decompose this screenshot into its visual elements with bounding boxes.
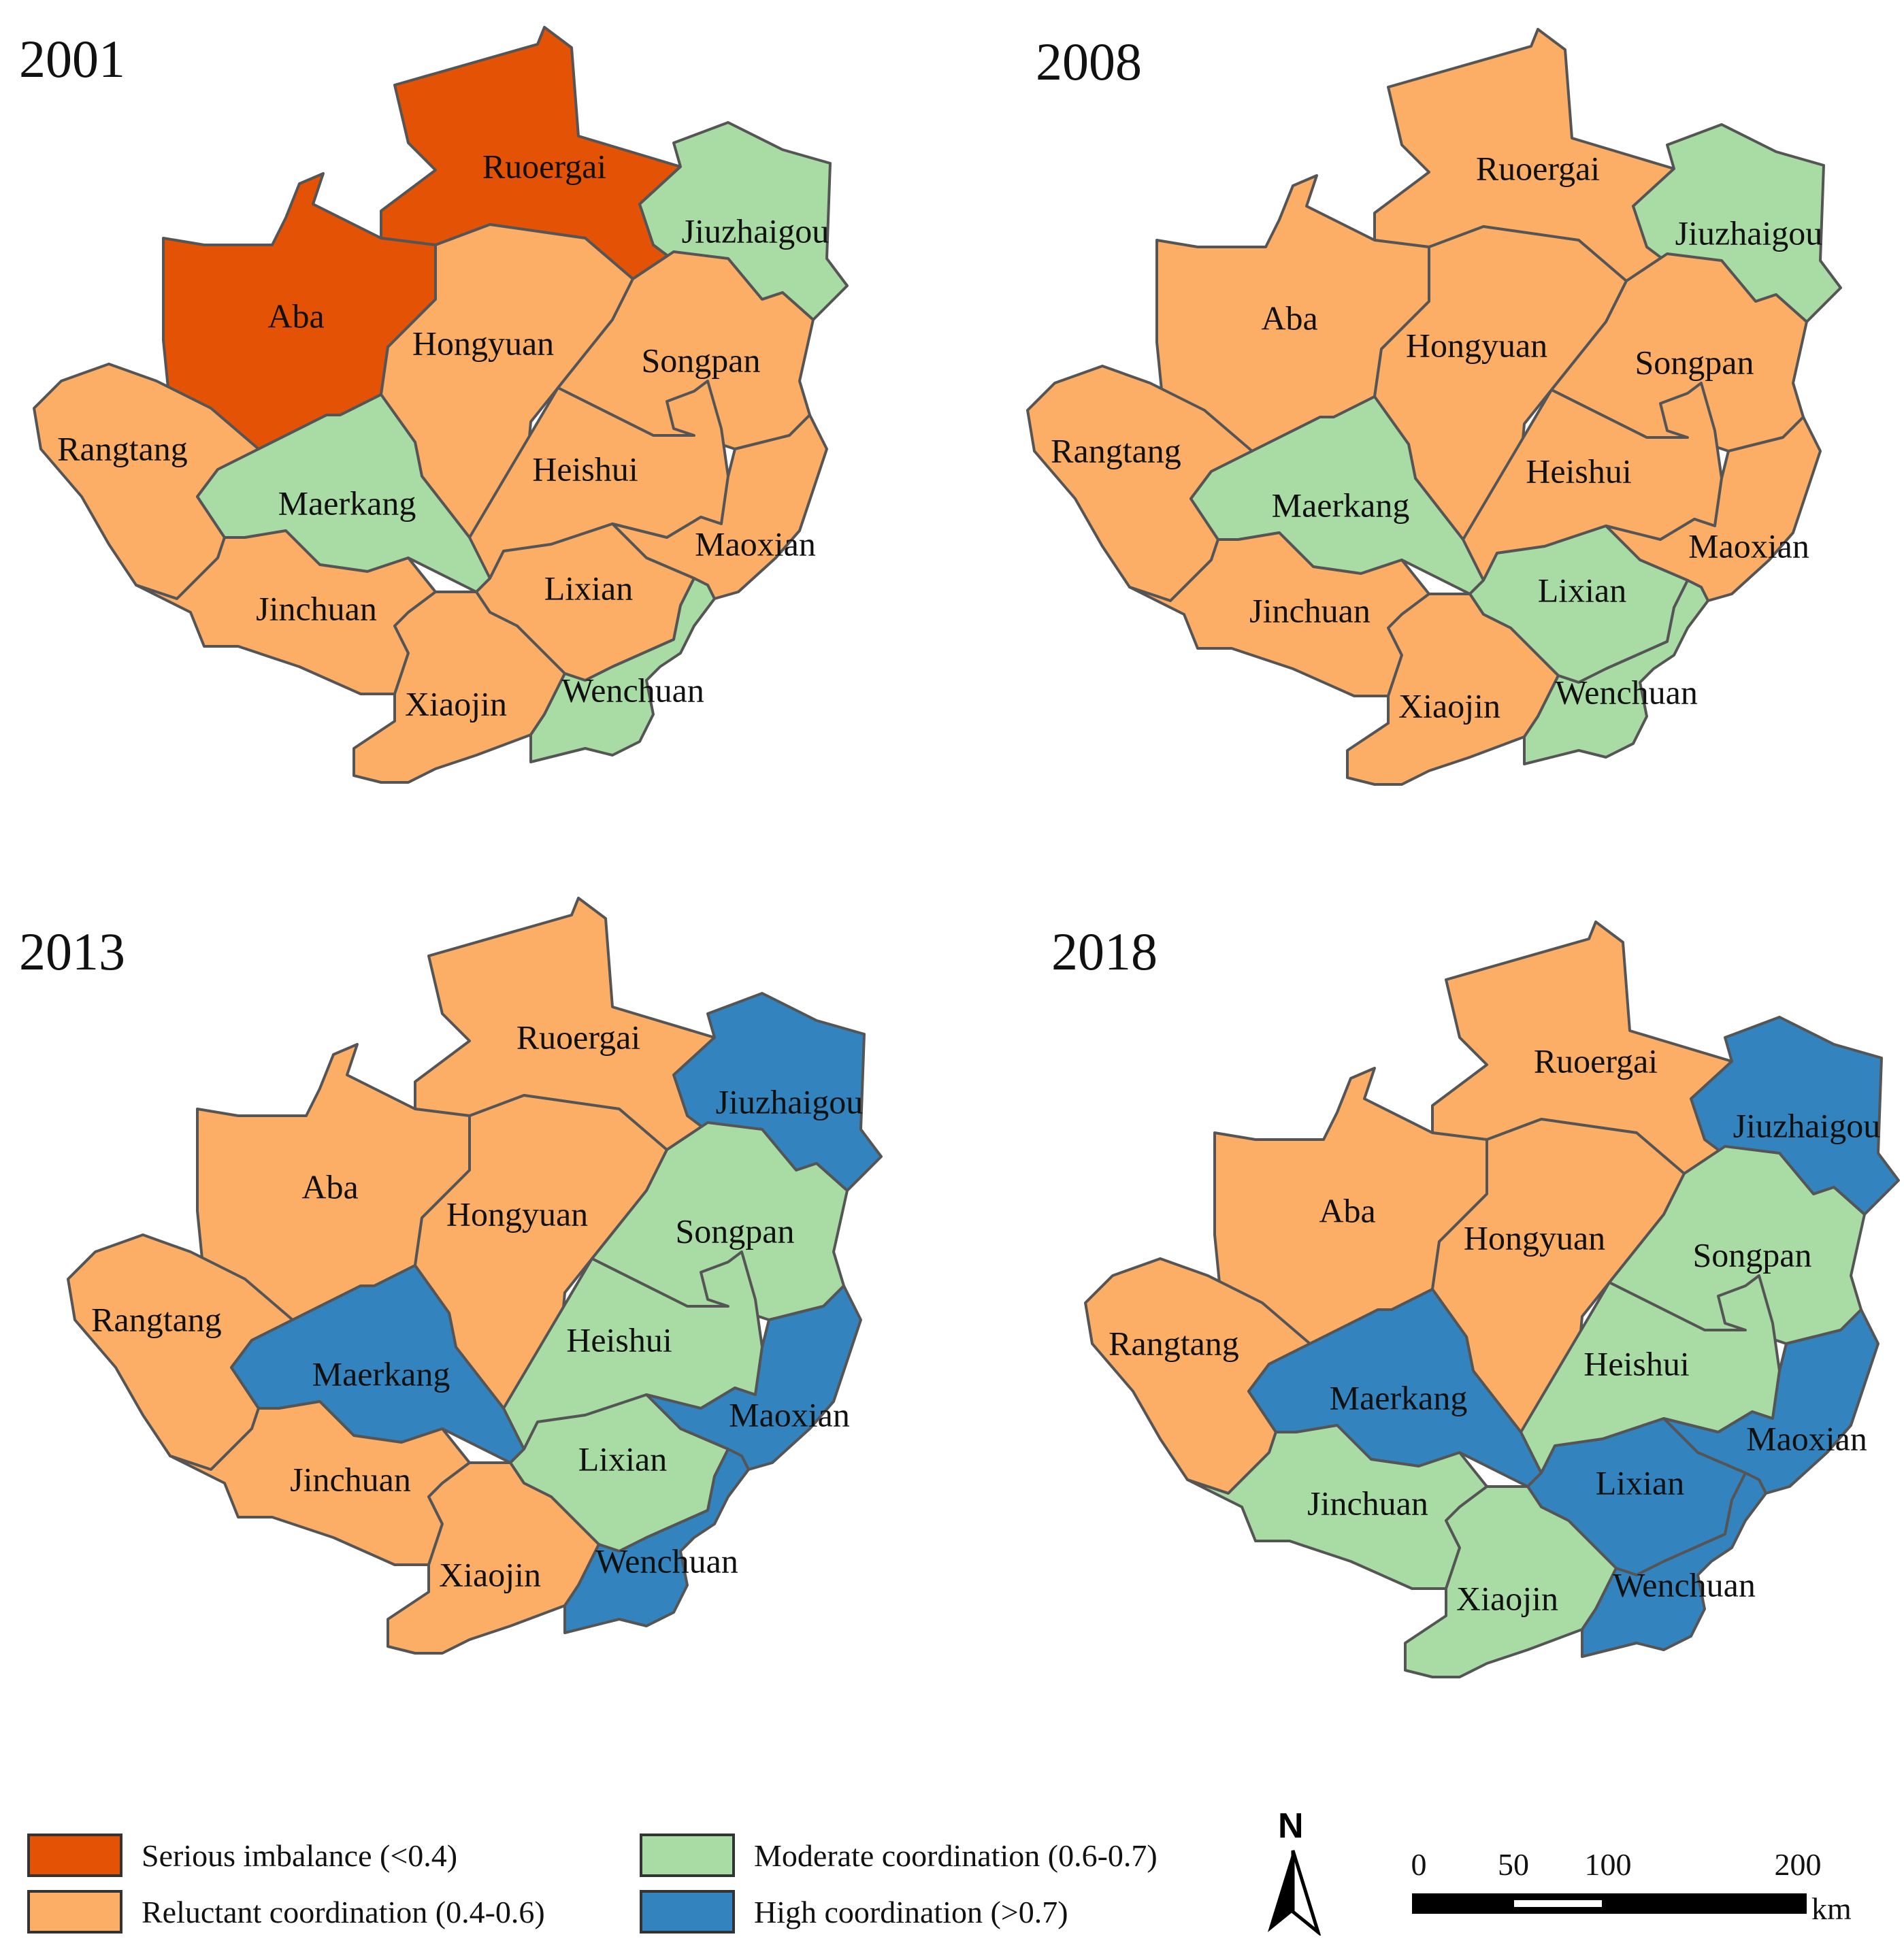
county-label-hongyuan-2008: Hongyuan [1406, 326, 1547, 364]
scale-tick-0: 0 [1411, 1847, 1427, 1882]
county-label-maerkang-2008: Maerkang [1272, 486, 1410, 524]
legend-label-reluctant: Reluctant coordination (0.4-0.6) [142, 1894, 545, 1929]
legend-label-moderate: Moderate coordination (0.6-0.7) [754, 1838, 1158, 1873]
county-label-heishui-2001: Heishui [532, 450, 638, 488]
county-label-aba-2008: Aba [1261, 299, 1317, 337]
county-label-heishui-2008: Heishui [1526, 452, 1632, 490]
map-panel-2013: Ruoergai Jiuzhaigou Aba Hongyuan Songpan Rang… [67, 897, 883, 1655]
legend-item-serious: Serious imbalance (<0.4) [27, 1834, 457, 1877]
county-label-songpan-2018: Songpan [1693, 1235, 1812, 1274]
map-panel-2018: Ruoergai Jiuzhaigou Aba Hongyuan Songpan Rang… [1084, 920, 1900, 1678]
county-label-lixian-2001: Lixian [544, 569, 634, 607]
county-label-hongyuan-2018: Hongyuan [1464, 1218, 1605, 1257]
county-label-rangtang-2001: Rangtang [57, 429, 188, 467]
north-arrow-icon [1268, 1850, 1322, 1936]
county-label-jiuzhaigou-2018: Jiuzhaigou [1733, 1106, 1881, 1144]
legend-label-high: High coordination (>0.7) [754, 1894, 1068, 1929]
county-label-maoxian-2018: Maoxian [1746, 1419, 1867, 1457]
county-label-ruoergai-2013: Ruoergai [516, 1018, 640, 1056]
county-label-jiuzhaigou-2013: Jiuzhaigou [716, 1082, 864, 1121]
scale-unit: km [1811, 1891, 1852, 1926]
county-label-maoxian-2013: Maoxian [729, 1395, 850, 1433]
legend-swatch-serious [27, 1834, 122, 1877]
county-label-maoxian-2001: Maoxian [695, 525, 816, 563]
legend-swatch-moderate [640, 1834, 735, 1877]
county-label-songpan-2001: Songpan [642, 341, 761, 379]
county-label-xiaojin-2018: Xiaojin [1456, 1579, 1558, 1617]
county-label-ruoergai-2001: Ruoergai [482, 147, 606, 185]
county-label-wenchuan-2013: Wenchuan [595, 1542, 738, 1580]
scale-tick-50: 50 [1498, 1847, 1529, 1882]
county-label-rangtang-2008: Rangtang [1051, 431, 1181, 469]
county-label-heishui-2013: Heishui [566, 1321, 672, 1359]
panel-year-2008: 2008 [1036, 32, 1142, 91]
legend-label-serious: Serious imbalance (<0.4) [142, 1838, 458, 1873]
map-panel-2008: Ruoergai Jiuzhaigou Aba Hongyuan Songpan Rang… [1026, 28, 1842, 786]
county-label-wenchuan-2001: Wenchuan [561, 671, 704, 709]
panel-year-2018: 2018 [1051, 922, 1158, 981]
county-label-jiuzhaigou-2001: Jiuzhaigou [682, 212, 830, 250]
county-label-rangtang-2018: Rangtang [1109, 1324, 1239, 1362]
county-label-hongyuan-2013: Hongyuan [446, 1195, 588, 1233]
county-label-xiaojin-2001: Xiaojin [405, 684, 507, 723]
county-label-jiuzhaigou-2008: Jiuzhaigou [1675, 214, 1823, 252]
county-label-jinchuan-2013: Jinchuan [290, 1460, 411, 1498]
county-label-xiaojin-2008: Xiaojin [1398, 686, 1500, 725]
county-label-maerkang-2013: Maerkang [312, 1355, 450, 1393]
county-label-aba-2018: Aba [1319, 1191, 1375, 1229]
county-label-lixian-2018: Lixian [1596, 1463, 1685, 1502]
county-label-maoxian-2008: Maoxian [1688, 527, 1809, 565]
scale-bar-graphic [1412, 1893, 1807, 1914]
county-label-aba-2001: Aba [267, 297, 324, 335]
county-label-heishui-2018: Heishui [1583, 1344, 1690, 1382]
county-label-ruoergai-2008: Ruoergai [1476, 149, 1600, 187]
north-arrow-label: N [1278, 1806, 1304, 1846]
county-label-wenchuan-2008: Wenchuan [1555, 673, 1698, 711]
county-label-ruoergai-2018: Ruoergai [1534, 1042, 1658, 1080]
county-label-songpan-2013: Songpan [676, 1212, 795, 1250]
panel-year-2013: 2013 [19, 922, 125, 981]
county-label-hongyuan-2001: Hongyuan [412, 324, 554, 362]
county-label-rangtang-2013: Rangtang [91, 1300, 222, 1338]
county-label-jinchuan-2018: Jinchuan [1307, 1484, 1428, 1522]
county-label-jinchuan-2008: Jinchuan [1249, 591, 1370, 629]
legend-item-reluctant: Reluctant coordination (0.4-0.6) [27, 1890, 545, 1934]
county-wenchuan-2013 [563, 1448, 750, 1634]
panel-year-2001: 2001 [19, 29, 125, 88]
scale-tick-200: 200 [1774, 1847, 1822, 1882]
legend-swatch-high [640, 1890, 735, 1934]
county-label-maerkang-2001: Maerkang [278, 484, 416, 522]
county-label-wenchuan-2018: Wenchuan [1613, 1565, 1756, 1604]
county-label-aba-2013: Aba [301, 1167, 358, 1206]
map-panel-2001: Ruoergai Jiuzhaigou Aba Hongyuan Songpan Rang… [33, 26, 849, 784]
county-label-maerkang-2018: Maerkang [1330, 1378, 1468, 1416]
county-label-xiaojin-2013: Xiaojin [439, 1555, 541, 1593]
county-label-songpan-2008: Songpan [1635, 343, 1754, 381]
county-label-jinchuan-2001: Jinchuan [256, 589, 377, 627]
county-wenchuan-2018 [1581, 1472, 1767, 1658]
county-wenchuan-2001 [529, 577, 716, 763]
scale-tick-100: 100 [1584, 1847, 1632, 1882]
legend-swatch-reluctant [27, 1890, 122, 1934]
legend-item-moderate: Moderate coordination (0.6-0.7) [640, 1834, 1158, 1877]
county-label-lixian-2008: Lixian [1538, 571, 1627, 609]
county-wenchuan-2008 [1523, 579, 1709, 765]
legend-item-high: High coordination (>0.7) [640, 1890, 1068, 1934]
county-label-lixian-2013: Lixian [578, 1440, 668, 1478]
